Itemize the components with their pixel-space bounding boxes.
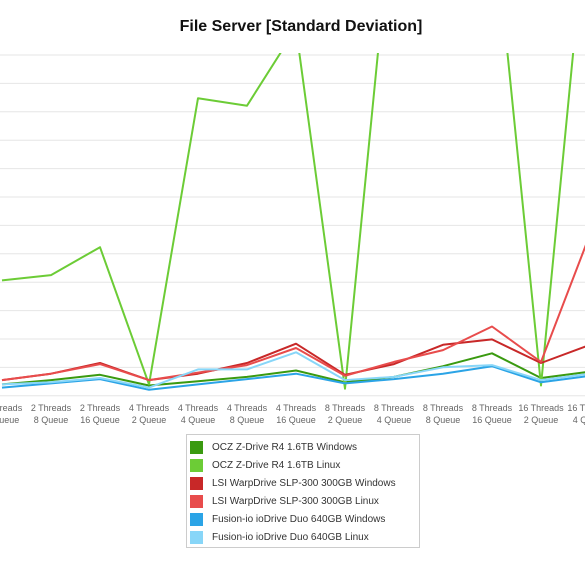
legend-label: Fusion-io ioDrive Duo 640GB Linux [212, 531, 369, 543]
legend-swatch [190, 458, 203, 472]
legend-label: LSI WarpDrive SLP-300 300GB Linux [212, 495, 379, 507]
legend-label: LSI WarpDrive SLP-300 300GB Windows [212, 477, 396, 489]
x-tick-label: 4 Queue [377, 415, 412, 425]
x-tick-label: 8 Queue [426, 415, 461, 425]
x-tick-label: 8 Threads [423, 403, 464, 413]
x-tick-label: 8 Threads [325, 403, 366, 413]
x-tick-label: 8 Threads [472, 403, 513, 413]
legend-item: OCZ Z-Drive R4 1.6TB Linux [190, 456, 419, 474]
x-tick-label: 2 Queue [328, 415, 363, 425]
series-lines [1, 53, 585, 391]
legend-label: OCZ Z-Drive R4 1.6TB Windows [212, 441, 358, 453]
x-tick-label: 4 Threads [276, 403, 317, 413]
x-tick-label: 4 Threads [227, 403, 268, 413]
legend-swatch [190, 494, 203, 508]
x-tick-label: 4 Threads [178, 403, 219, 413]
x-tick-label: 4 Queue [181, 415, 216, 425]
x-tick-label: 16 Queue [276, 415, 316, 425]
series-line-2 [1, 338, 585, 382]
series-line-4 [1, 365, 585, 391]
legend-swatch [190, 440, 203, 454]
legend-swatch [190, 476, 203, 490]
x-tick-label: 4 Queue [0, 415, 19, 425]
legend-item: Fusion-io ioDrive Duo 640GB Linux [190, 528, 419, 546]
legend-item: LSI WarpDrive SLP-300 300GB Windows [190, 474, 419, 492]
x-tick-label: 4 Queue [573, 415, 585, 425]
x-tick-label: 8 Queue [34, 415, 69, 425]
legend-item: OCZ Z-Drive R4 1.6TB Windows [190, 438, 419, 456]
legend-label: OCZ Z-Drive R4 1.6TB Linux [212, 459, 341, 471]
x-tick-label: 2 Threads [31, 403, 72, 413]
series-line-5 [1, 351, 585, 389]
legend-item: LSI WarpDrive SLP-300 300GB Linux [190, 492, 419, 510]
legend-label: Fusion-io ioDrive Duo 640GB Windows [212, 513, 386, 525]
x-tick-label: 2 Queue [132, 415, 167, 425]
legend-swatch [190, 512, 203, 526]
x-tick-label: 16 Threads [567, 403, 585, 413]
x-tick-label: 16 Queue [472, 415, 512, 425]
x-tick-label: 2 Threads [0, 403, 23, 413]
x-axis-ticks: 2 Threads 4 Queue 2 Threads 8 Queue 2 Thread… [0, 403, 585, 425]
x-tick-label: 8 Queue [230, 415, 265, 425]
series-line-3 [1, 244, 585, 382]
x-tick-label: 16 Queue [80, 415, 120, 425]
series-line-1 [1, 53, 575, 390]
x-tick-label: 2 Threads [80, 403, 121, 413]
x-tick-label: 16 Threads [518, 403, 564, 413]
chart-title: File Server [Standard Deviation] [179, 18, 423, 35]
x-tick-label: 4 Threads [129, 403, 170, 413]
legend-swatch [190, 530, 203, 544]
legend: OCZ Z-Drive R4 1.6TB Windows OCZ Z-Drive … [186, 434, 420, 548]
x-tick-label: 8 Threads [374, 403, 415, 413]
x-tick-label: 2 Queue [524, 415, 559, 425]
series-line-0 [1, 352, 585, 387]
legend-item: Fusion-io ioDrive Duo 640GB Windows [190, 510, 419, 528]
